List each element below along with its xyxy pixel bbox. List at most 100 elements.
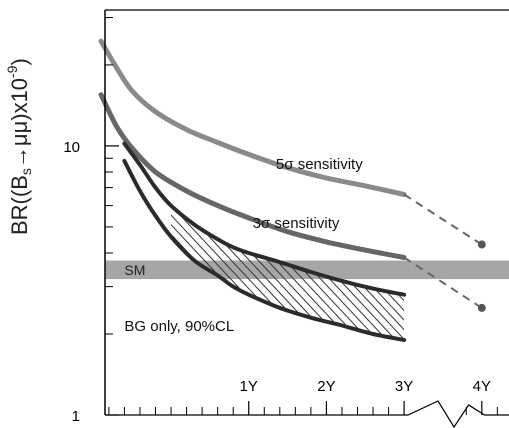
series-line-bg_lower bbox=[122, 158, 407, 342]
hatch-line bbox=[171, 205, 317, 340]
hatch-line bbox=[0, 0, 154, 428]
hatch-line bbox=[171, 205, 405, 340]
hatch-line bbox=[171, 205, 405, 340]
hatch-line bbox=[0, 0, 109, 428]
hatch-line bbox=[429, 0, 509, 428]
hatch-line bbox=[171, 205, 344, 340]
hatch-line bbox=[347, 205, 405, 340]
hatch-line bbox=[230, 205, 405, 340]
hatch-line bbox=[171, 205, 405, 340]
hatch-line bbox=[483, 0, 509, 428]
hatch-line bbox=[171, 205, 405, 340]
hatch-line bbox=[383, 205, 405, 340]
hatch-line bbox=[257, 205, 405, 340]
projection-point-five bbox=[477, 240, 486, 249]
hatch-line bbox=[171, 205, 299, 340]
hatch-line bbox=[171, 205, 405, 340]
hatch-line bbox=[320, 205, 405, 340]
x-tick-label: 1Y bbox=[240, 378, 258, 395]
sm-band-label: SM bbox=[124, 262, 145, 278]
y-tick-label: 10 bbox=[63, 139, 80, 156]
hatch-line bbox=[293, 205, 405, 340]
projection-five bbox=[403, 193, 483, 246]
hatch-line bbox=[248, 205, 405, 340]
hatch-line bbox=[501, 0, 509, 428]
hatch-line bbox=[329, 205, 405, 340]
hatch-line bbox=[171, 205, 335, 340]
hatch-line bbox=[411, 0, 509, 428]
axes-group: 1 10 1Y 2Y 3Y 4Y bbox=[63, 9, 509, 428]
hatch-line bbox=[171, 205, 290, 340]
y-tick-label: 1 bbox=[72, 408, 80, 425]
hatch-line bbox=[171, 205, 405, 340]
hatch-line bbox=[171, 205, 405, 340]
hatch-line bbox=[465, 0, 509, 428]
series-group bbox=[98, 38, 407, 342]
hatch-line bbox=[203, 205, 405, 340]
hatch-line bbox=[266, 205, 405, 340]
hatch-line bbox=[221, 205, 405, 340]
hatch-line bbox=[171, 205, 389, 340]
hatch-line bbox=[474, 0, 509, 428]
hatch-line bbox=[492, 0, 509, 428]
hatch-line bbox=[365, 205, 405, 340]
hatch-line bbox=[456, 0, 509, 428]
projection-group bbox=[403, 193, 486, 312]
hatch-line bbox=[176, 205, 405, 340]
hatch-line bbox=[171, 205, 398, 340]
hatch-line bbox=[171, 205, 173, 340]
hatch-line bbox=[171, 205, 353, 340]
projection-three bbox=[403, 256, 483, 309]
hatch-line bbox=[0, 0, 118, 428]
x-tick-label: 2Y bbox=[317, 378, 335, 395]
annotation-group: 5σ sensitivity 3σ sensitivity BG only, 90%… bbox=[124, 156, 363, 335]
annotation-label: 5σ sensitivity bbox=[276, 156, 363, 173]
hatch-line bbox=[171, 205, 405, 340]
hatch-line bbox=[171, 205, 263, 340]
hatch-line bbox=[392, 205, 405, 340]
x-tick-label: 4Y bbox=[473, 378, 491, 395]
hatch-line bbox=[171, 205, 191, 340]
hatch-line bbox=[0, 0, 100, 428]
hatch-line bbox=[302, 205, 405, 340]
projection-point-three bbox=[477, 303, 486, 312]
hatch-line bbox=[401, 205, 405, 340]
series-line-five bbox=[98, 38, 407, 197]
x-tick-label: 3Y bbox=[395, 378, 413, 395]
x-axis-line bbox=[105, 400, 509, 428]
hatch-line bbox=[212, 205, 405, 340]
hatch-line bbox=[171, 205, 200, 340]
hatch-line bbox=[0, 0, 145, 428]
hatch-line bbox=[0, 0, 127, 428]
hatch-line bbox=[171, 205, 236, 340]
hatch-line bbox=[171, 205, 405, 340]
hatch-line bbox=[171, 205, 371, 340]
hatch-line bbox=[171, 205, 245, 340]
hatch-line bbox=[171, 205, 380, 340]
hatch-line bbox=[374, 205, 405, 340]
hatch-line bbox=[0, 0, 163, 428]
hatch-line bbox=[171, 205, 405, 340]
hatch-line bbox=[171, 205, 405, 340]
hatch-line bbox=[447, 0, 509, 428]
hatch-line bbox=[171, 205, 405, 340]
hatch-line bbox=[239, 205, 405, 340]
hatch-line bbox=[275, 205, 405, 340]
hatch-line bbox=[171, 205, 326, 340]
hatch-line bbox=[338, 205, 405, 340]
series-line-bg_upper bbox=[122, 141, 407, 297]
annotation-label: 3σ sensitivity bbox=[253, 215, 340, 232]
series-line-three bbox=[98, 92, 407, 260]
hatch-line bbox=[171, 205, 254, 340]
hatch-line bbox=[284, 205, 405, 340]
hatch-line bbox=[311, 205, 405, 340]
hatch-line bbox=[438, 0, 509, 428]
hatch-line bbox=[171, 205, 272, 340]
hatch-line bbox=[171, 205, 209, 340]
hatch-line bbox=[171, 205, 405, 340]
hatch-line bbox=[171, 205, 405, 340]
annotation-label: BG only, 90%CL bbox=[124, 318, 234, 335]
hatch-line bbox=[171, 205, 405, 340]
hatch-line bbox=[171, 205, 218, 340]
